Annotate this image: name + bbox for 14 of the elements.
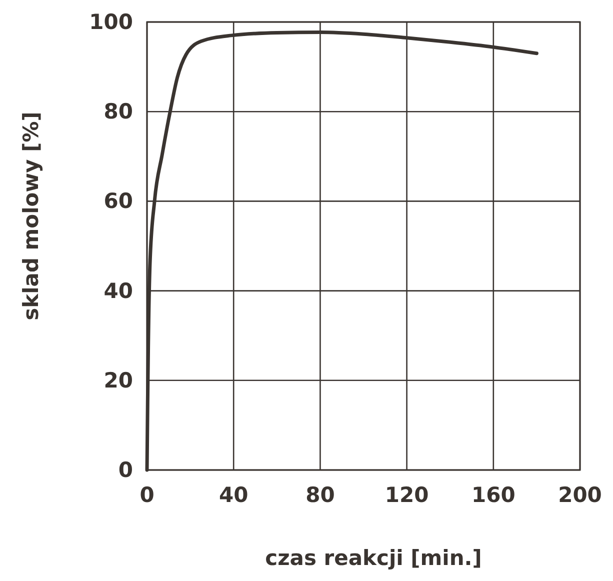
- y-tick-label: 20: [104, 368, 133, 392]
- x-tick-label: 0: [140, 483, 154, 507]
- y-tick-label: 40: [104, 278, 133, 303]
- y-tick-label: 0: [118, 458, 133, 482]
- y-tick-label: 80: [104, 100, 133, 124]
- x-tick-label: 160: [471, 483, 516, 507]
- x-axis-title: czas reakcji [min.]: [265, 546, 482, 570]
- y-tick-label: 60: [104, 189, 133, 214]
- x-tick-label: 40: [218, 483, 248, 507]
- y-tick-label: 100: [89, 10, 133, 34]
- y-axis-title: sklad molowy [%]: [19, 112, 43, 320]
- x-tick-label: 200: [558, 483, 602, 507]
- x-tick-label: 80: [306, 483, 335, 507]
- x-tick-label: 120: [384, 483, 429, 507]
